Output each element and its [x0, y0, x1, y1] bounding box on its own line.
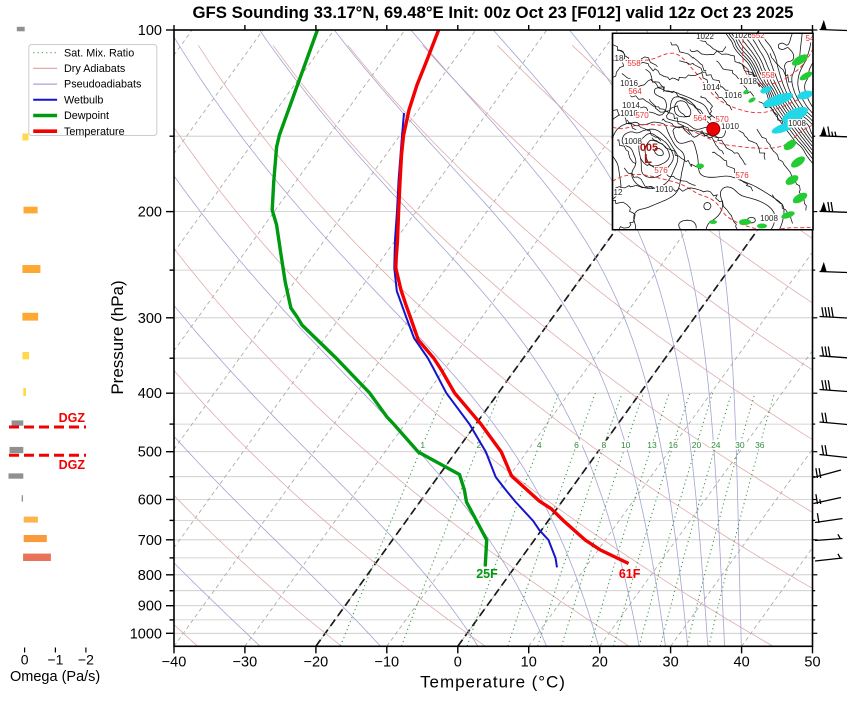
- svg-text:1000: 1000: [130, 626, 162, 642]
- svg-text:6: 6: [574, 440, 579, 450]
- svg-text:61F: 61F: [619, 567, 641, 581]
- svg-text:20: 20: [592, 654, 608, 670]
- svg-text:200: 200: [138, 205, 162, 221]
- svg-text:100: 100: [138, 23, 162, 39]
- svg-text:1016: 1016: [724, 91, 742, 100]
- svg-text:54: 54: [806, 34, 815, 43]
- svg-text:13: 13: [647, 440, 657, 450]
- svg-text:700: 700: [138, 533, 162, 549]
- svg-text:50: 50: [804, 654, 820, 670]
- svg-text:900: 900: [138, 599, 162, 615]
- svg-text:30: 30: [735, 440, 745, 450]
- svg-text:8: 8: [602, 440, 607, 450]
- svg-text:570: 570: [635, 111, 649, 120]
- svg-text:DGZ: DGZ: [59, 411, 86, 425]
- svg-text:600: 600: [138, 493, 162, 509]
- svg-text:576: 576: [735, 171, 749, 180]
- svg-text:1008: 1008: [788, 119, 806, 128]
- svg-text:Sat. Mix. Ratio: Sat. Mix. Ratio: [64, 47, 134, 59]
- svg-text:1026: 1026: [734, 31, 752, 40]
- svg-text:1010: 1010: [721, 122, 739, 131]
- svg-text:20: 20: [692, 440, 702, 450]
- svg-text:Wetbulb: Wetbulb: [64, 94, 103, 106]
- svg-text:552: 552: [751, 31, 765, 40]
- svg-text:564: 564: [693, 114, 707, 123]
- svg-text:1018: 1018: [739, 77, 757, 86]
- svg-text:300: 300: [138, 311, 162, 327]
- svg-text:1014: 1014: [622, 101, 640, 110]
- svg-text:1008: 1008: [624, 137, 642, 146]
- svg-text:Temperature (°C): Temperature (°C): [420, 673, 566, 692]
- svg-text:10: 10: [621, 440, 631, 450]
- svg-text:DGZ: DGZ: [59, 458, 86, 472]
- svg-text:1016: 1016: [620, 79, 638, 88]
- svg-text:−40: −40: [162, 654, 187, 670]
- svg-text:1008: 1008: [760, 214, 778, 223]
- svg-text:4: 4: [537, 440, 542, 450]
- svg-text:576: 576: [654, 166, 668, 175]
- svg-text:30: 30: [663, 654, 679, 670]
- svg-text:1022: 1022: [696, 32, 714, 41]
- svg-text:40: 40: [734, 654, 750, 670]
- svg-text:−30: −30: [233, 654, 258, 670]
- svg-text:Pseudoadiabats: Pseudoadiabats: [64, 79, 142, 91]
- svg-text:2: 2: [477, 440, 482, 450]
- svg-text:558: 558: [627, 59, 641, 68]
- svg-text:1: 1: [420, 440, 425, 450]
- svg-text:L: L: [644, 151, 652, 166]
- svg-text:558: 558: [761, 71, 775, 80]
- svg-text:Dewpoint: Dewpoint: [64, 110, 109, 122]
- svg-text:Omega (Pa/s): Omega (Pa/s): [10, 669, 100, 685]
- svg-text:Dry Adiabats: Dry Adiabats: [64, 63, 126, 75]
- svg-text:−1: −1: [47, 652, 63, 668]
- svg-text:800: 800: [138, 568, 162, 584]
- svg-text:−20: −20: [304, 654, 329, 670]
- svg-text:16: 16: [668, 440, 678, 450]
- svg-text:Pressure (hPa): Pressure (hPa): [108, 280, 127, 394]
- svg-text:18: 18: [615, 54, 624, 63]
- svg-text:564: 564: [628, 87, 642, 96]
- svg-text:1010: 1010: [655, 185, 673, 194]
- svg-text:1010: 1010: [620, 109, 638, 118]
- svg-text:−2: −2: [78, 652, 94, 668]
- svg-text:500: 500: [138, 445, 162, 461]
- svg-text:36: 36: [755, 440, 765, 450]
- svg-text:570: 570: [715, 115, 729, 124]
- svg-text:25F: 25F: [476, 567, 498, 581]
- svg-text:005: 005: [640, 142, 658, 154]
- svg-text:GFS Sounding 33.17°N, 69.48°E: GFS Sounding 33.17°N, 69.48°E Init: 00z …: [193, 3, 794, 22]
- svg-text:10: 10: [521, 654, 537, 670]
- svg-text:−10: −10: [374, 654, 399, 670]
- svg-text:24: 24: [711, 440, 721, 450]
- svg-text:1014: 1014: [702, 83, 720, 92]
- svg-text:400: 400: [138, 386, 162, 402]
- svg-text:12: 12: [614, 188, 623, 197]
- svg-text:0: 0: [454, 654, 462, 670]
- svg-text:0: 0: [21, 652, 29, 668]
- svg-text:Temperature: Temperature: [64, 126, 125, 138]
